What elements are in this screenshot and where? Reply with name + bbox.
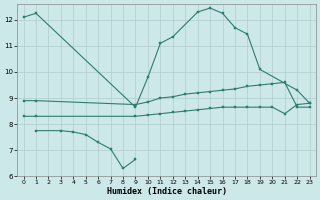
X-axis label: Humidex (Indice chaleur): Humidex (Indice chaleur) xyxy=(107,187,227,196)
